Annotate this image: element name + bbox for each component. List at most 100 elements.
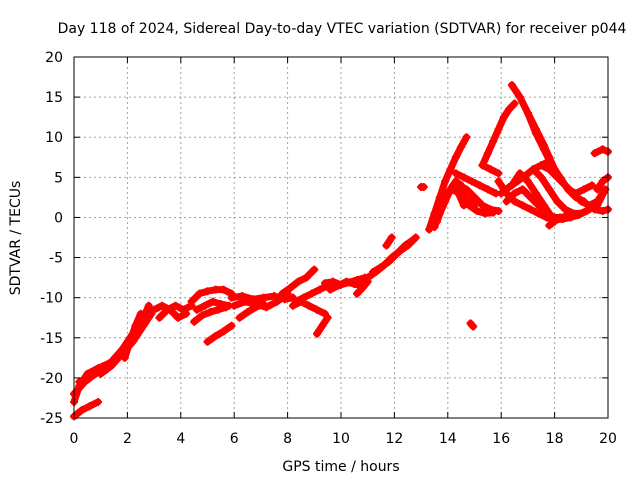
series-arc-09 <box>155 301 196 322</box>
data-point <box>478 201 487 210</box>
data-point <box>192 305 201 314</box>
data-point <box>350 280 359 289</box>
data-point <box>502 197 511 206</box>
data-point <box>200 301 209 310</box>
data-point <box>451 153 460 162</box>
data-point <box>467 177 476 186</box>
data-point <box>534 209 543 218</box>
series-arc-42 <box>507 169 556 222</box>
series-line <box>508 169 556 221</box>
data-point <box>310 265 319 274</box>
data-point <box>438 201 447 210</box>
data-point <box>208 297 217 306</box>
data-point <box>179 305 188 314</box>
data-point <box>507 181 516 190</box>
data-point <box>545 221 554 230</box>
data-point <box>288 301 297 310</box>
series-arc-35 <box>466 319 478 331</box>
data-point <box>523 177 532 186</box>
data-point <box>219 327 228 336</box>
data-point <box>409 235 418 244</box>
data-point <box>235 313 244 322</box>
x-tick-label: 20 <box>599 431 617 447</box>
data-point <box>462 133 471 142</box>
data-point <box>507 81 516 90</box>
data-point <box>433 217 442 226</box>
y-tick-label: 15 <box>45 90 63 106</box>
y-tick-label: -15 <box>40 331 63 347</box>
data-point <box>430 223 439 232</box>
data-point <box>457 193 466 202</box>
series-arc-20 <box>312 313 332 338</box>
data-point <box>577 209 586 218</box>
data-point <box>539 145 548 154</box>
series-line <box>204 322 236 346</box>
data-point <box>489 137 498 146</box>
data-point <box>529 165 538 174</box>
data-point <box>571 189 580 198</box>
data-point <box>443 189 452 198</box>
data-point <box>419 182 428 191</box>
series-line <box>236 300 268 322</box>
data-point <box>312 329 321 338</box>
data-point <box>486 165 495 174</box>
data-point <box>577 197 586 206</box>
data-point <box>475 181 484 190</box>
data-point <box>278 289 287 298</box>
series-arc-26 <box>382 233 396 250</box>
data-point <box>320 279 329 288</box>
data-point <box>518 201 527 210</box>
x-tick-label: 12 <box>385 431 403 447</box>
data-point <box>302 273 311 282</box>
series-arc-49 <box>590 205 612 216</box>
data-point <box>598 207 607 216</box>
data-point <box>499 113 508 122</box>
x-tick-label: 14 <box>439 431 457 447</box>
data-point <box>465 201 474 210</box>
y-tick-label: -10 <box>40 291 63 307</box>
data-point <box>537 161 546 170</box>
series-arc-37 <box>478 161 503 178</box>
data-point <box>462 185 471 194</box>
data-point <box>353 289 362 298</box>
data-point <box>510 197 519 206</box>
data-point <box>75 377 84 386</box>
series-arc-10 <box>187 285 236 306</box>
data-point <box>555 213 564 222</box>
data-point <box>307 289 316 298</box>
data-point <box>483 149 492 158</box>
data-point <box>222 303 231 312</box>
y-tick-label: 0 <box>54 210 63 226</box>
series-arc-23 <box>353 277 372 298</box>
data-marks <box>70 81 612 421</box>
series-arc-12 <box>190 303 231 326</box>
data-point <box>323 313 332 322</box>
data-point <box>120 353 129 362</box>
x-tick-label: 0 <box>70 431 79 447</box>
series-line <box>564 181 596 197</box>
data-point <box>545 165 554 174</box>
y-axis-label: SDTVAR / TECUs <box>8 181 24 296</box>
series-arc-46 <box>545 213 564 230</box>
data-point <box>393 249 402 258</box>
data-point <box>531 129 540 138</box>
data-point <box>385 257 394 266</box>
data-point <box>94 397 103 406</box>
series-arc-48 <box>590 145 612 158</box>
data-point <box>318 321 327 330</box>
data-point <box>150 305 159 314</box>
data-point <box>598 145 607 154</box>
series-line <box>121 310 145 362</box>
x-tick-label: 4 <box>176 431 185 447</box>
data-point <box>203 287 212 296</box>
x-axis-label: GPS time / hours <box>282 459 399 475</box>
chart-title: Day 118 of 2024, Sidereal Day-to-day VTE… <box>58 21 627 37</box>
data-point <box>190 317 199 326</box>
data-point <box>553 197 562 206</box>
data-point <box>377 263 386 272</box>
data-point <box>473 207 482 216</box>
data-point <box>104 361 113 370</box>
data-point <box>363 273 372 282</box>
data-point <box>131 321 140 330</box>
